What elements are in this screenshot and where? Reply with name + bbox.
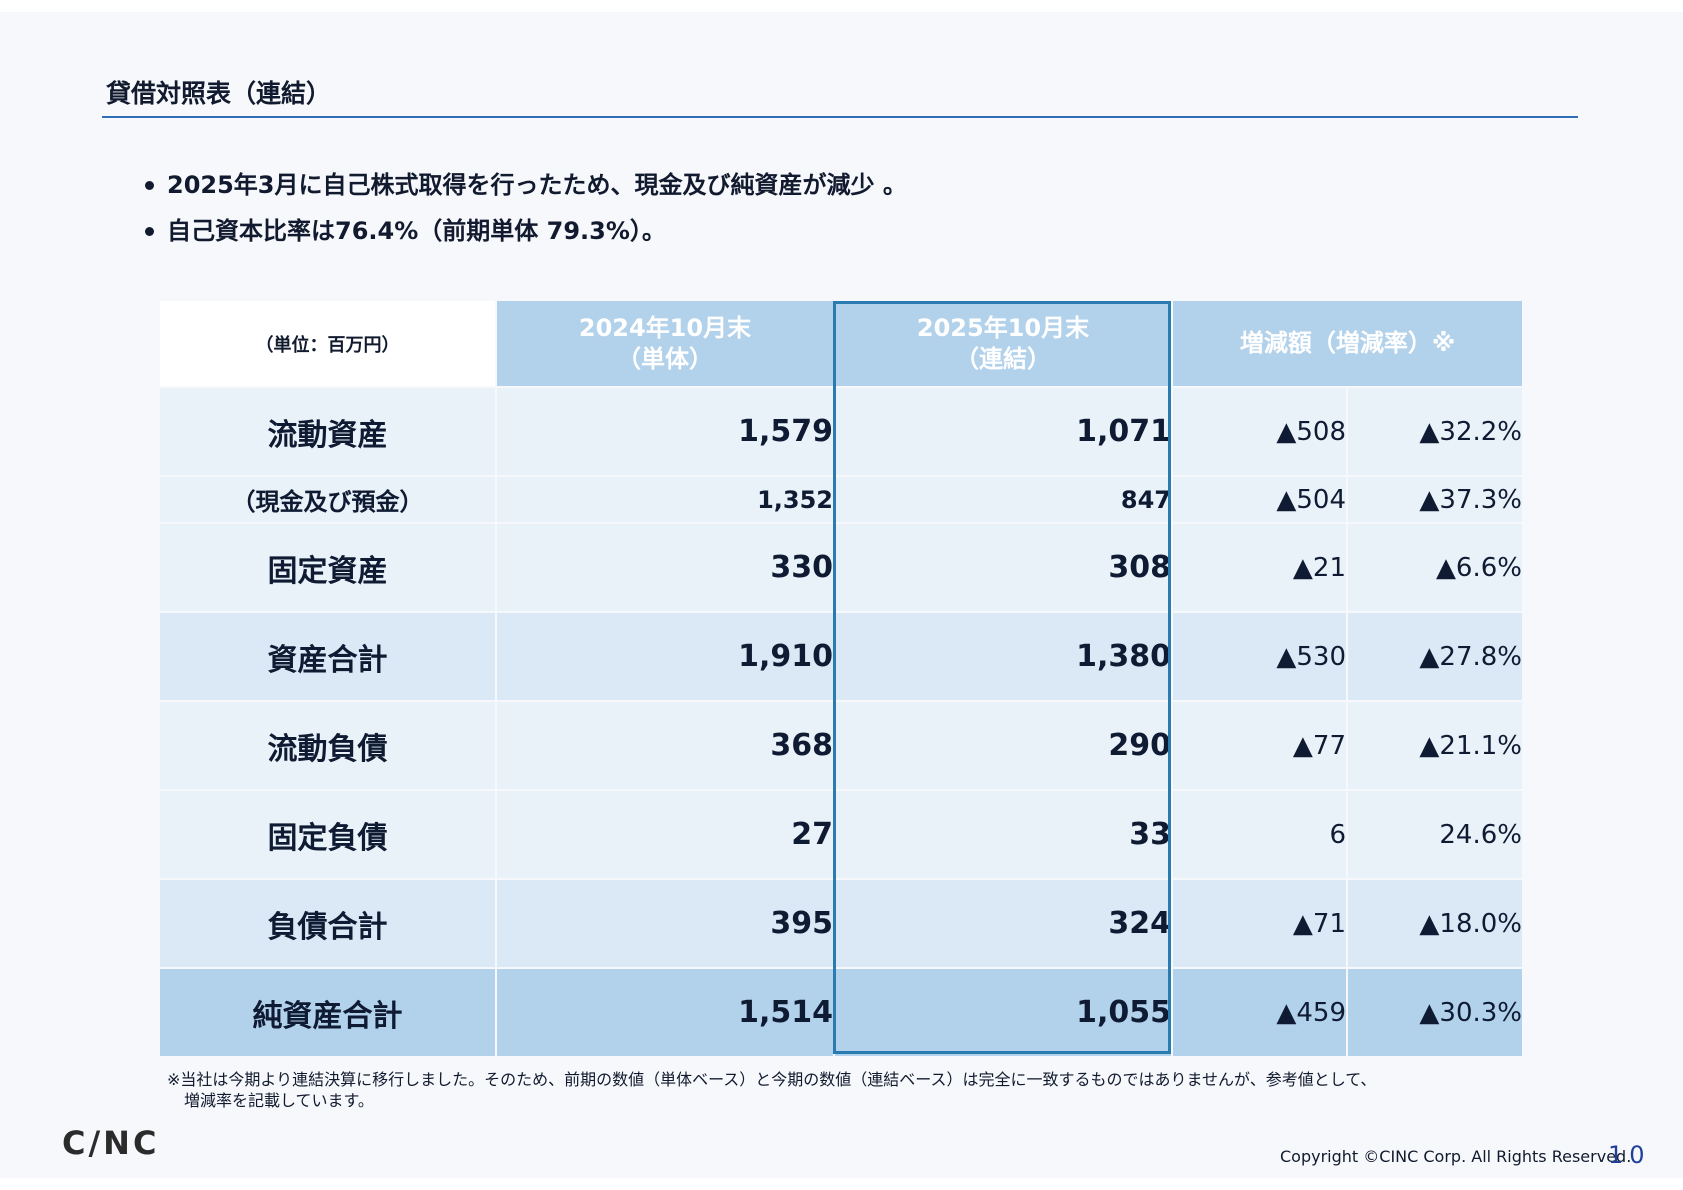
curr-value: 847 bbox=[833, 475, 1173, 524]
page-title: 貸借対照表（連結） bbox=[106, 79, 332, 108]
row-label: 流動負債 bbox=[158, 700, 497, 791]
prev-value: 27 bbox=[495, 789, 835, 880]
diff-value: ▲459 bbox=[1171, 967, 1348, 1058]
curr-value: 1,380 bbox=[833, 611, 1173, 702]
prev-value: 395 bbox=[495, 878, 835, 969]
table-row: 流動資産 1,579 1,071 ▲508 ▲32.2% bbox=[158, 386, 1524, 477]
row-label: 固定資産 bbox=[158, 522, 497, 613]
table-header-row: （単位：百万円） 2024年10月末 （単体） 2025年10月末 （連結） 増… bbox=[158, 299, 1524, 388]
unit-label: （単位：百万円） bbox=[158, 299, 497, 388]
table-row: 純資産合計 1,514 1,055 ▲459 ▲30.3% bbox=[158, 967, 1524, 1058]
bullet-item: 2025年3月に自己株式取得を行ったため、現金及び純資産が減少 。 bbox=[145, 162, 907, 208]
row-label: 流動資産 bbox=[158, 386, 497, 477]
bullet-dot-icon bbox=[145, 181, 154, 190]
curr-value: 33 bbox=[833, 789, 1173, 880]
rate-value: ▲27.8% bbox=[1346, 611, 1524, 702]
rate-value: ▲30.3% bbox=[1346, 967, 1524, 1058]
prev-value: 330 bbox=[495, 522, 835, 613]
row-label: 負債合計 bbox=[158, 878, 497, 969]
table-row: 固定資産 330 308 ▲21 ▲6.6% bbox=[158, 522, 1524, 613]
rate-value: 24.6% bbox=[1346, 789, 1524, 880]
balance-sheet-table: （単位：百万円） 2024年10月末 （単体） 2025年10月末 （連結） 増… bbox=[158, 299, 1524, 1058]
diff-value: ▲508 bbox=[1171, 386, 1348, 477]
curr-value: 324 bbox=[833, 878, 1173, 969]
prev-value: 1,352 bbox=[495, 475, 835, 524]
rate-value: ▲18.0% bbox=[1346, 878, 1524, 969]
bullet-list: 2025年3月に自己株式取得を行ったため、現金及び純資産が減少 。 自己資本比率… bbox=[145, 162, 907, 254]
curr-value: 290 bbox=[833, 700, 1173, 791]
slide: 貸借対照表（連結） 2025年3月に自己株式取得を行ったため、現金及び純資産が減… bbox=[0, 12, 1683, 1178]
table-row: 負債合計 395 324 ▲71 ▲18.0% bbox=[158, 878, 1524, 969]
rate-value: ▲32.2% bbox=[1346, 386, 1524, 477]
diff-value: ▲71 bbox=[1171, 878, 1348, 969]
title-divider bbox=[102, 116, 1578, 118]
row-label: 固定負債 bbox=[158, 789, 497, 880]
header-prev-period: 2024年10月末 （単体） bbox=[495, 299, 835, 388]
rate-value: ▲37.3% bbox=[1346, 475, 1524, 524]
footnote: ※当社は今期より連結決算に移行しました。そのため、前期の数値（単体ベース）と今期… bbox=[167, 1070, 1377, 1110]
diff-value: ▲504 bbox=[1171, 475, 1348, 524]
rate-value: ▲21.1% bbox=[1346, 700, 1524, 791]
prev-value: 1,514 bbox=[495, 967, 835, 1058]
header-curr-period: 2025年10月末 （連結） bbox=[833, 299, 1173, 388]
table-row: 固定負債 27 33 6 24.6% bbox=[158, 789, 1524, 880]
prev-value: 368 bbox=[495, 700, 835, 791]
diff-value: ▲530 bbox=[1171, 611, 1348, 702]
table-row: （現金及び預金） 1,352 847 ▲504 ▲37.3% bbox=[158, 475, 1524, 524]
table-row: 資産合計 1,910 1,380 ▲530 ▲27.8% bbox=[158, 611, 1524, 702]
rate-value: ▲6.6% bbox=[1346, 522, 1524, 613]
row-label: （現金及び預金） bbox=[158, 475, 497, 524]
row-label: 資産合計 bbox=[158, 611, 497, 702]
prev-value: 1,910 bbox=[495, 611, 835, 702]
header-change: 増減額（増減率）※ bbox=[1171, 299, 1524, 388]
diff-value: ▲77 bbox=[1171, 700, 1348, 791]
table-row: 流動負債 368 290 ▲77 ▲21.1% bbox=[158, 700, 1524, 791]
bullet-item: 自己資本比率は76.4%（前期単体 79.3%）。 bbox=[145, 208, 907, 254]
bullet-dot-icon bbox=[145, 227, 154, 236]
curr-value: 308 bbox=[833, 522, 1173, 613]
company-logo: C/NC bbox=[62, 1124, 160, 1162]
diff-value: ▲21 bbox=[1171, 522, 1348, 613]
copyright: Copyright ©CINC Corp. All Rights Reserve… bbox=[1280, 1147, 1632, 1166]
curr-value: 1,055 bbox=[833, 967, 1173, 1058]
prev-value: 1,579 bbox=[495, 386, 835, 477]
curr-value: 1,071 bbox=[833, 386, 1173, 477]
row-label: 純資産合計 bbox=[158, 967, 497, 1058]
diff-value: 6 bbox=[1171, 789, 1348, 880]
page-number: 10 bbox=[1608, 1141, 1651, 1169]
